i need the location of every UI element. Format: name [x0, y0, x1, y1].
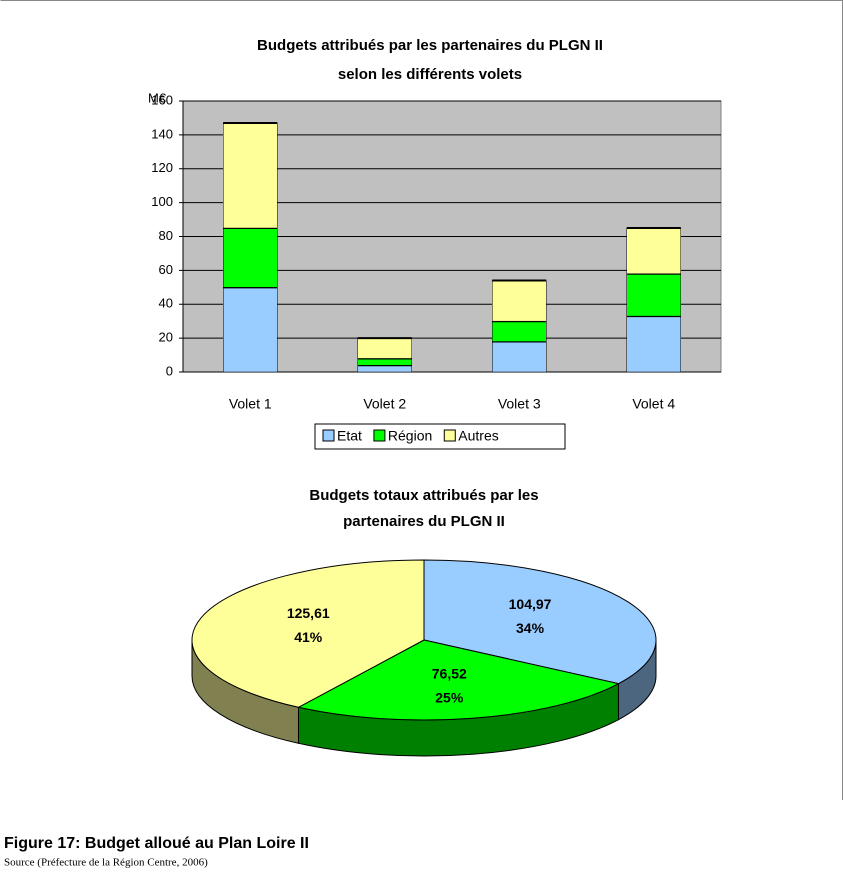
y-tick-label: 0: [166, 363, 173, 378]
legend-label: Etat: [337, 428, 362, 444]
bar-segment: [626, 315, 681, 373]
bar-title: Budgets attribués par les partenaires du…: [257, 37, 603, 54]
y-tick-label: 120: [151, 160, 173, 175]
percent-label: 25%: [435, 690, 464, 706]
y-tick-label: 40: [159, 296, 173, 311]
x-tick-label: Volet 1: [229, 396, 272, 412]
legend-label: Région: [388, 428, 432, 444]
bar-segment: [492, 341, 547, 373]
slice: [191, 559, 425, 708]
value-label: 76,52: [432, 666, 467, 682]
y-tick-label: 140: [151, 126, 173, 141]
bar-segment: [223, 122, 278, 229]
bar-segment: [223, 287, 278, 373]
bar-segment: [626, 227, 681, 275]
value-label: 104,97: [509, 596, 552, 612]
value-label: 125,61: [287, 605, 330, 621]
legend-swatch: [373, 429, 386, 442]
y-tick-label: 60: [159, 262, 173, 277]
x-tick-label: Volet 3: [498, 396, 541, 412]
bar-segment: [357, 337, 412, 359]
pie-title: Budgets totaux attribués par les: [309, 487, 538, 504]
source: Source (Préfecture de la Région Centre, …: [4, 857, 208, 869]
legend-box: [314, 423, 566, 450]
y-tick-label: 80: [159, 228, 173, 243]
bar-subtitle: selon les différents volets: [338, 66, 522, 83]
pie-subtitle: partenaires du PLGN II: [343, 513, 505, 530]
bar-segment: [626, 273, 681, 317]
percent-label: 41%: [294, 629, 323, 645]
caption: Figure 17: Budget alloué au Plan Loire I…: [4, 835, 309, 852]
bar-segment: [492, 280, 547, 322]
x-tick-label: Volet 4: [632, 396, 675, 412]
bar-segment: [223, 227, 278, 288]
legend-swatch: [443, 429, 456, 442]
legend-swatch: [322, 429, 335, 442]
slice: [297, 639, 620, 721]
x-tick-label: Volet 2: [363, 396, 406, 412]
y-unit: M€: [148, 90, 167, 105]
bar-segment: [357, 358, 412, 366]
percent-label: 34%: [516, 620, 545, 636]
legend-label: Autres: [458, 428, 498, 444]
y-tick-label: 100: [151, 194, 173, 209]
y-tick-label: 160: [151, 92, 173, 107]
bar-segment: [492, 320, 547, 342]
bar-segment: [357, 364, 412, 373]
y-tick-label: 20: [159, 330, 173, 345]
